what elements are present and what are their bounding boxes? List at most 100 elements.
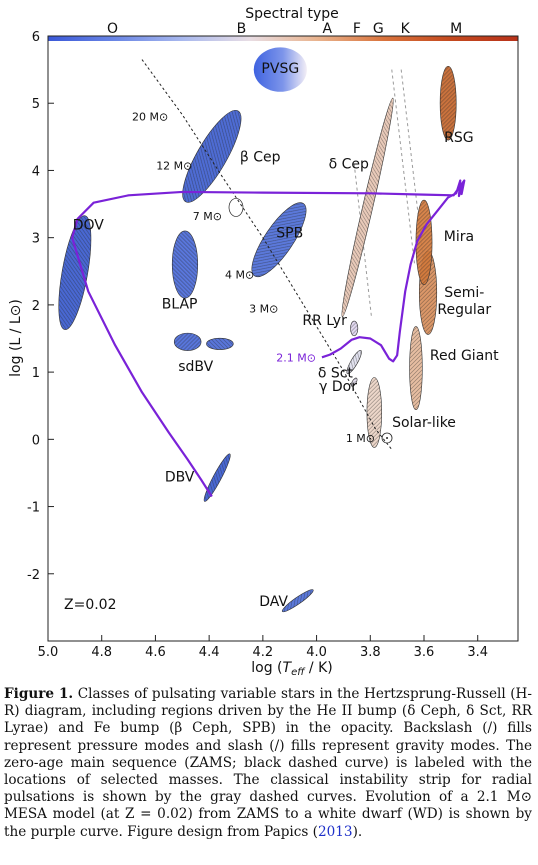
- x-tick-label: 3.6: [414, 645, 435, 660]
- region-hatch: [350, 321, 358, 336]
- zams-mass-label: 1 M⊙: [346, 432, 375, 445]
- region-extra-6: [206, 337, 234, 350]
- region-dav: [281, 589, 314, 613]
- zams-mass-label: 3 M⊙: [249, 302, 278, 315]
- region-hatch: [440, 66, 457, 141]
- region-rr-lyr: [350, 320, 359, 337]
- region-hatch: [204, 453, 231, 502]
- sun-marker: [381, 432, 393, 444]
- region-spb: [251, 202, 307, 278]
- x-axis-label-t: T: [283, 660, 293, 676]
- caption-text-end: ).: [352, 823, 363, 840]
- region-rsg: [439, 65, 457, 141]
- region-hatch: [206, 338, 234, 350]
- plot-frame: [47, 35, 519, 642]
- spectral-type-b: B: [237, 21, 247, 37]
- region-hatch: [174, 333, 202, 351]
- y-tick-label: 5: [32, 97, 40, 112]
- y-tick-label: 2: [32, 299, 40, 314]
- region-label-sct: δ Sct: [318, 365, 354, 381]
- region-blap: [171, 230, 199, 299]
- overlap-marker: [228, 198, 244, 217]
- y-tick-label: 4: [32, 164, 40, 179]
- region-hatch: [58, 215, 91, 330]
- caption-text: Classes of pulsating variable stars in t…: [4, 686, 532, 840]
- x-tick-label: 4.8: [91, 645, 112, 660]
- zams-curve: 20 M⊙ 12 M⊙ 7 M⊙ 4 M⊙ 3 M⊙ 2.1 M⊙ 1 M⊙: [132, 59, 393, 450]
- region-label-blap: BLAP: [162, 296, 198, 312]
- zams-mass-label: 20 M⊙: [132, 111, 168, 124]
- x-tick-label: 3.4: [467, 645, 488, 660]
- region-hatch: [366, 377, 382, 448]
- sun-marker-dot: [386, 436, 389, 439]
- zams-mass-label: 7 M⊙: [193, 210, 222, 223]
- region-label-dbv: DBV: [165, 470, 195, 486]
- x-ticks: 5.0 4.8 4.6 4.4 4.2 4.0 3.8 3.6 3.4: [38, 635, 488, 660]
- region-cep: [182, 110, 242, 203]
- region-hatch: [251, 202, 307, 277]
- x-tick-label: 4.6: [145, 645, 166, 660]
- caption-label: Figure 1.: [4, 686, 74, 702]
- region-dor: [350, 377, 358, 387]
- x-axis-label-sub: eff: [291, 667, 306, 678]
- region-labels: PVSG β Cep SPB DOV BLAP sdBV DBV DAV δ Cep RR Lyr…: [73, 61, 499, 610]
- region-hatch: [172, 230, 198, 299]
- top-axis-title: Spectral type: [245, 6, 339, 22]
- y-tick-label: 0: [32, 433, 40, 448]
- x-axis-label-suffix: / K): [304, 660, 332, 676]
- spectral-type-m: M: [450, 21, 462, 37]
- region-label-mira: Mira: [444, 229, 474, 245]
- zams-mass-label: 2.1 M⊙: [276, 351, 316, 364]
- region-label-rsg: RSG: [444, 130, 473, 146]
- x-axis-label: log (Teff / K): [251, 660, 332, 678]
- region-hatch: [351, 377, 358, 387]
- region-hatch: [409, 326, 423, 410]
- region-sct: [346, 349, 362, 375]
- y-tick-label: 3: [32, 232, 40, 247]
- region-cep: [341, 97, 394, 318]
- region-hatch: [346, 350, 362, 374]
- x-tick-label: 4.4: [199, 645, 220, 660]
- y-tick-label: 1: [32, 366, 40, 381]
- region-label-line: Regular: [437, 302, 491, 318]
- zams-mass-label: 4 M⊙: [225, 269, 254, 282]
- x-tick-label: 4.0: [306, 645, 327, 660]
- region-label-rr-lyr: RR Lyr: [302, 313, 347, 329]
- region-red-giant: [409, 326, 423, 411]
- y-tick-label: 6: [32, 30, 40, 45]
- region-label-spb: SPB: [276, 226, 303, 242]
- region-label-solar-like: Solar-like: [392, 415, 456, 431]
- region-label-cep: β Cep: [240, 150, 281, 166]
- x-tick-label: 5.0: [38, 645, 59, 660]
- instability-strip-line: [391, 69, 416, 265]
- mesa-track-line: [71, 179, 466, 498]
- instability-strip-line: [353, 163, 373, 319]
- mesa-track: [71, 179, 466, 498]
- region-dbv: [203, 453, 231, 502]
- x-axis-label-prefix: log (: [251, 660, 282, 676]
- region-label-dav: DAV: [259, 594, 288, 610]
- region-mira: [415, 199, 433, 286]
- region-label-dov: DOV: [73, 218, 105, 234]
- zams-line: [141, 59, 393, 450]
- y-ticks: -2 -1 0 1 2 3 4 5 6: [27, 30, 54, 583]
- caption-citation-link[interactable]: 2013: [317, 823, 353, 840]
- region-sdbv: [173, 332, 202, 351]
- region-label-red-giant: Red Giant: [430, 348, 499, 364]
- region-solar-like: [366, 377, 383, 448]
- region-hatch: [182, 110, 242, 203]
- figure-caption: Figure 1. Classes of pulsating variable …: [4, 686, 532, 841]
- region-label-dor: γ Dor: [319, 379, 357, 395]
- y-tick-label: -1: [27, 501, 40, 516]
- region-label-cep: δ Cep: [329, 156, 369, 172]
- spectral-type-f: F: [353, 21, 361, 37]
- spectral-type-a: A: [323, 21, 333, 37]
- y-tick-label: -2: [27, 568, 40, 583]
- pulsator-regions: [58, 47, 457, 613]
- zams-mass-label: 12 M⊙: [156, 160, 192, 173]
- spectral-type-o: O: [107, 21, 118, 37]
- region-hatch: [282, 589, 314, 612]
- region-pvsg: [253, 47, 307, 92]
